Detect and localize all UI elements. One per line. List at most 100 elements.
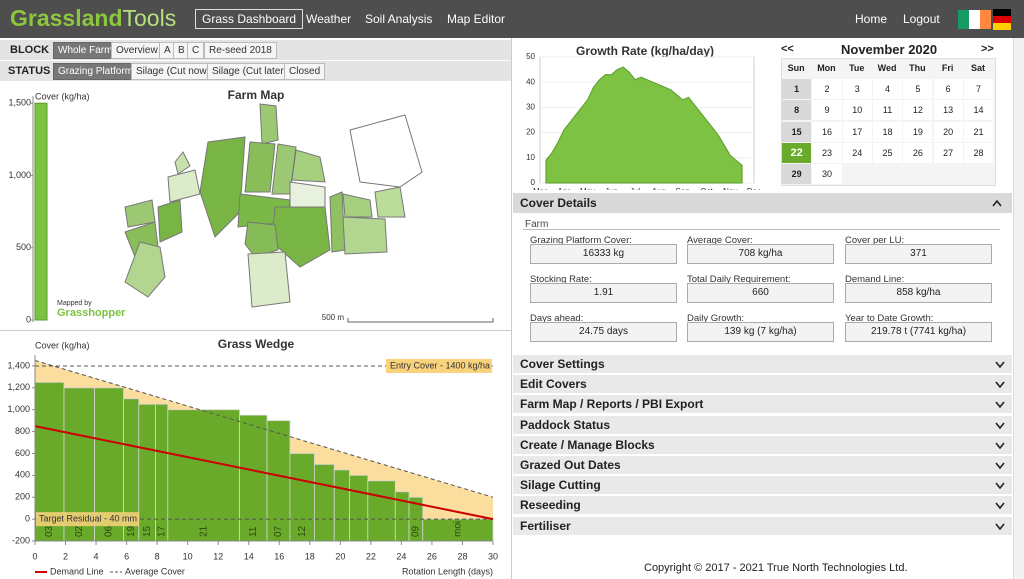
nav-link[interactable]: Weather (306, 12, 352, 26)
paddock-label: 07 (273, 525, 284, 537)
logo[interactable]: GrasslandTools (10, 5, 176, 32)
day-cell[interactable]: 26 (903, 142, 933, 163)
day-cell[interactable]: 19 (903, 121, 933, 142)
day-cell[interactable]: 16 (812, 121, 842, 142)
scrollbar[interactable] (1013, 38, 1024, 579)
cover-details-header[interactable]: Cover Details (513, 193, 1012, 213)
filter-button[interactable]: Overview (111, 42, 163, 59)
field-value: 139 kg (7 kg/ha) (687, 322, 834, 342)
filter-button[interactable]: Re-seed 2018 (204, 42, 277, 59)
day-cell[interactable]: 25 (872, 142, 903, 163)
filter-button[interactable]: Silage (Cut now) (131, 63, 215, 80)
paddock-bar (239, 414, 268, 542)
x-tick-label: Mar (533, 187, 547, 190)
field-value: 371 (845, 244, 992, 264)
nav-link[interactable]: Soil Analysis (365, 12, 433, 26)
day-cell[interactable]: 11 (872, 100, 903, 121)
paddock-label: 02 (74, 525, 85, 537)
day-cell[interactable]: 28 (963, 142, 994, 163)
weekday: Sat (970, 63, 985, 73)
block-label: BLOCK (10, 44, 50, 56)
day-cell[interactable]: 8 (782, 100, 812, 121)
accordion-header[interactable]: Create / Manage Blocks (513, 435, 1012, 455)
day-cell[interactable]: 22 (782, 142, 812, 163)
x-tick-label: 4 (94, 551, 99, 561)
farm-map: Farm Map Cover (kg/ha) Mapped by Grassho… (8, 88, 494, 324)
map-credit: Mapped by (57, 300, 92, 307)
paddock-label: 19 (126, 525, 137, 537)
day-cell[interactable]: 12 (903, 100, 933, 121)
day-cell[interactable]: 5 (903, 79, 933, 99)
day-cell[interactable]: 4 (872, 79, 903, 99)
field-value: 708 kg/ha (687, 244, 834, 264)
day-cell[interactable]: 24 (842, 142, 872, 163)
filter-button[interactable]: Silage (Cut later) (207, 63, 293, 80)
paddock-label: 06 (104, 525, 115, 537)
x-tick-label: 24 (396, 551, 406, 561)
x-tick-label: 16 (274, 551, 284, 561)
nav-link[interactable]: Home (855, 12, 888, 26)
nav-link[interactable]: Map Editor (447, 12, 506, 26)
filter-button[interactable]: Whole Farm (53, 42, 118, 59)
field-value: 1.91 (530, 283, 677, 303)
nav-bar (0, 0, 1024, 38)
filter-button[interactable]: C (187, 42, 205, 59)
paddock-bar (138, 403, 157, 542)
day-cell[interactable]: 23 (812, 142, 842, 163)
filter-button[interactable]: Grazing Platform (53, 63, 139, 80)
x-tick-label: Apr (558, 187, 571, 190)
status-label: STATUS (8, 65, 51, 77)
weekday: Mon (817, 63, 836, 73)
cal-prev[interactable]: << (781, 43, 794, 55)
paddock-bar (349, 474, 369, 542)
day-cell[interactable]: 1 (782, 79, 812, 99)
filter-button[interactable]: Closed (284, 63, 326, 80)
day-cell[interactable]: 10 (842, 100, 872, 121)
x-tick-label: Sep (676, 187, 691, 190)
field-value: 858 kg/ha (845, 283, 992, 303)
accordion-header[interactable]: Cover Settings (513, 355, 1012, 374)
day-cell[interactable]: 3 (842, 79, 872, 99)
x-tick-label: Dec (747, 187, 761, 190)
accordion-header[interactable]: Edit Covers (513, 375, 1012, 395)
day-cell[interactable]: 29 (782, 164, 812, 185)
weekday: Fri (941, 63, 954, 73)
field-label: Total Daily Requirement: (687, 274, 791, 285)
flags[interactable] (958, 9, 1014, 31)
paddock-bar (266, 420, 291, 542)
day-cell[interactable]: 30 (812, 164, 842, 185)
day-cell[interactable]: 13 (933, 100, 963, 121)
x-tick-label: 14 (244, 551, 254, 561)
accordion-header[interactable]: Fertiliser (513, 516, 1012, 536)
accordion-header[interactable]: Paddock Status (513, 415, 1012, 435)
day-cell[interactable]: 20 (933, 121, 963, 142)
field-value: 16333 kg (530, 244, 677, 264)
cal-next[interactable]: >> (981, 43, 994, 55)
accordion-title: Edit Covers (520, 377, 587, 392)
chevron-down (995, 482, 1005, 490)
chevron-down (995, 401, 1005, 409)
day-cell[interactable]: 6 (933, 79, 963, 99)
day-cell[interactable]: 9 (812, 100, 842, 121)
day-cell[interactable]: 2 (812, 79, 842, 99)
y-tick-label: 50 (526, 52, 535, 61)
day-cell[interactable]: 21 (963, 121, 994, 142)
day-cell[interactable]: 15 (782, 121, 812, 142)
field-label: Days ahead: (530, 313, 584, 324)
accordion-header[interactable]: Reseeding (513, 496, 1012, 516)
nav-link[interactable]: Grass Dashboard (195, 9, 304, 29)
y-tick-label: 0 (25, 513, 30, 523)
day-cell[interactable]: 14 (963, 100, 994, 121)
weekday: Sun (787, 63, 805, 73)
paddock-bar (289, 453, 315, 542)
accordion-header[interactable]: Grazed Out Dates (513, 456, 1012, 475)
accordion-header[interactable]: Farm Map / Reports / PBI Export (513, 395, 1012, 415)
day-cell[interactable]: 17 (842, 121, 872, 142)
nav-link[interactable]: Logout (903, 12, 940, 26)
accordion-header[interactable]: Silage Cutting (513, 476, 1012, 496)
day-cell[interactable]: 7 (963, 79, 994, 99)
day-cell[interactable]: 27 (933, 142, 963, 163)
logo-a: Grassland (10, 5, 123, 31)
day-cell[interactable]: 18 (872, 121, 903, 142)
y-tick-label: 1,400 (7, 360, 30, 370)
